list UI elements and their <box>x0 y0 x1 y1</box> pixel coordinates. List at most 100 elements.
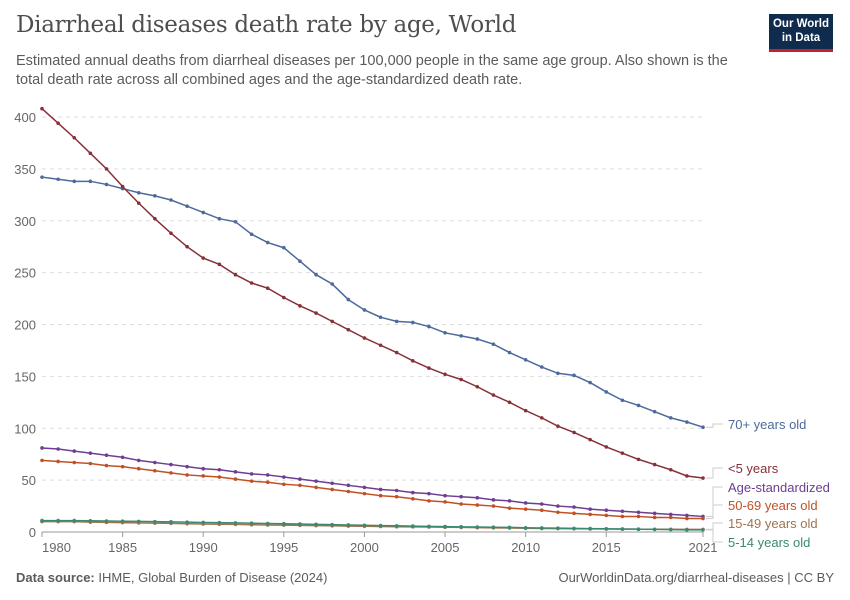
x-tick-label: 2010 <box>511 540 540 555</box>
data-point <box>475 337 480 341</box>
series-line <box>41 447 704 518</box>
data-point <box>233 272 238 277</box>
series-label: <5 years <box>728 461 779 476</box>
data-point <box>394 488 399 493</box>
data-point <box>411 490 415 495</box>
data-point <box>701 425 705 430</box>
y-tick-label: 350 <box>14 162 36 177</box>
data-point <box>636 527 641 531</box>
data-point <box>636 510 641 515</box>
data-point <box>378 487 383 492</box>
data-point <box>539 365 544 369</box>
data-point <box>588 512 592 517</box>
x-tick-label: 2005 <box>431 540 460 555</box>
data-point <box>652 511 657 516</box>
data-point <box>88 461 93 466</box>
data-point <box>523 525 528 530</box>
data-point <box>217 467 222 472</box>
data-point <box>282 521 286 526</box>
data-point <box>652 462 657 467</box>
data-point <box>40 518 44 523</box>
data-point <box>572 511 576 516</box>
data-point <box>411 497 415 501</box>
data-point <box>282 475 286 479</box>
data-point <box>265 480 270 485</box>
data-point <box>169 198 173 202</box>
data-point <box>572 430 576 435</box>
data-point <box>185 473 189 477</box>
data-point <box>443 493 447 498</box>
data-point <box>668 527 673 532</box>
data-point <box>588 380 592 385</box>
data-point <box>362 485 367 490</box>
data-point <box>330 522 334 527</box>
data-point <box>265 521 270 526</box>
data-point <box>330 282 334 286</box>
data-point <box>233 219 238 224</box>
data-point <box>556 504 560 508</box>
y-tick-label: 250 <box>14 266 36 281</box>
data-point <box>136 458 141 463</box>
data-point <box>185 464 189 469</box>
data-point <box>88 179 93 184</box>
data-point <box>265 240 270 245</box>
y-tick-label: 300 <box>14 214 36 229</box>
data-point <box>701 476 705 480</box>
data-point <box>153 460 157 465</box>
label-connector <box>706 522 723 530</box>
data-point <box>104 453 109 458</box>
data-point <box>201 256 206 260</box>
data-point <box>427 324 431 329</box>
data-point <box>249 521 254 525</box>
data-point <box>120 455 125 460</box>
data-point <box>298 304 302 308</box>
data-point <box>72 179 77 184</box>
data-point <box>620 509 625 514</box>
data-point <box>120 464 125 469</box>
data-point <box>217 475 222 479</box>
data-point <box>282 295 286 300</box>
data-point <box>314 522 318 527</box>
data-source: Data source: IHME, Global Burden of Dise… <box>16 570 327 585</box>
data-point <box>507 506 512 510</box>
data-point <box>314 479 318 483</box>
data-point <box>394 319 399 324</box>
data-point <box>556 510 560 515</box>
data-point <box>40 458 44 463</box>
data-point <box>217 262 222 267</box>
series-label: 15-49 years old <box>728 516 818 531</box>
y-tick-label: 100 <box>14 421 36 436</box>
data-point <box>475 525 480 529</box>
data-point <box>588 526 592 531</box>
data-point <box>378 523 383 528</box>
data-point <box>604 390 609 394</box>
owid-logo[interactable]: Our World in Data <box>769 14 833 52</box>
data-point <box>201 520 206 525</box>
data-point <box>620 398 625 403</box>
data-point <box>539 526 544 530</box>
data-point <box>701 516 705 521</box>
data-point <box>539 416 544 420</box>
data-point <box>346 297 351 302</box>
data-point <box>427 491 431 496</box>
data-point <box>604 508 609 513</box>
chart-subtitle: Estimated annual deaths from diarrheal d… <box>16 53 728 88</box>
source-text[interactable]: IHME, Global Burden of Disease (2024) <box>98 570 328 585</box>
data-point <box>507 525 512 530</box>
data-point <box>233 470 238 474</box>
series-line <box>41 459 703 520</box>
series-label: 50-69 years old <box>728 498 818 513</box>
data-point <box>411 320 415 325</box>
data-point <box>491 393 496 397</box>
x-tick-label: 1980 <box>42 540 71 555</box>
footer-url[interactable]: OurWorldinData.org/diarrheal-diseases | … <box>558 570 834 585</box>
data-point <box>491 498 496 502</box>
data-point <box>394 523 399 528</box>
data-point <box>136 466 141 471</box>
data-point <box>362 523 367 528</box>
data-point <box>120 184 125 189</box>
data-point <box>104 463 109 468</box>
data-point <box>491 342 496 347</box>
data-point <box>249 281 254 285</box>
